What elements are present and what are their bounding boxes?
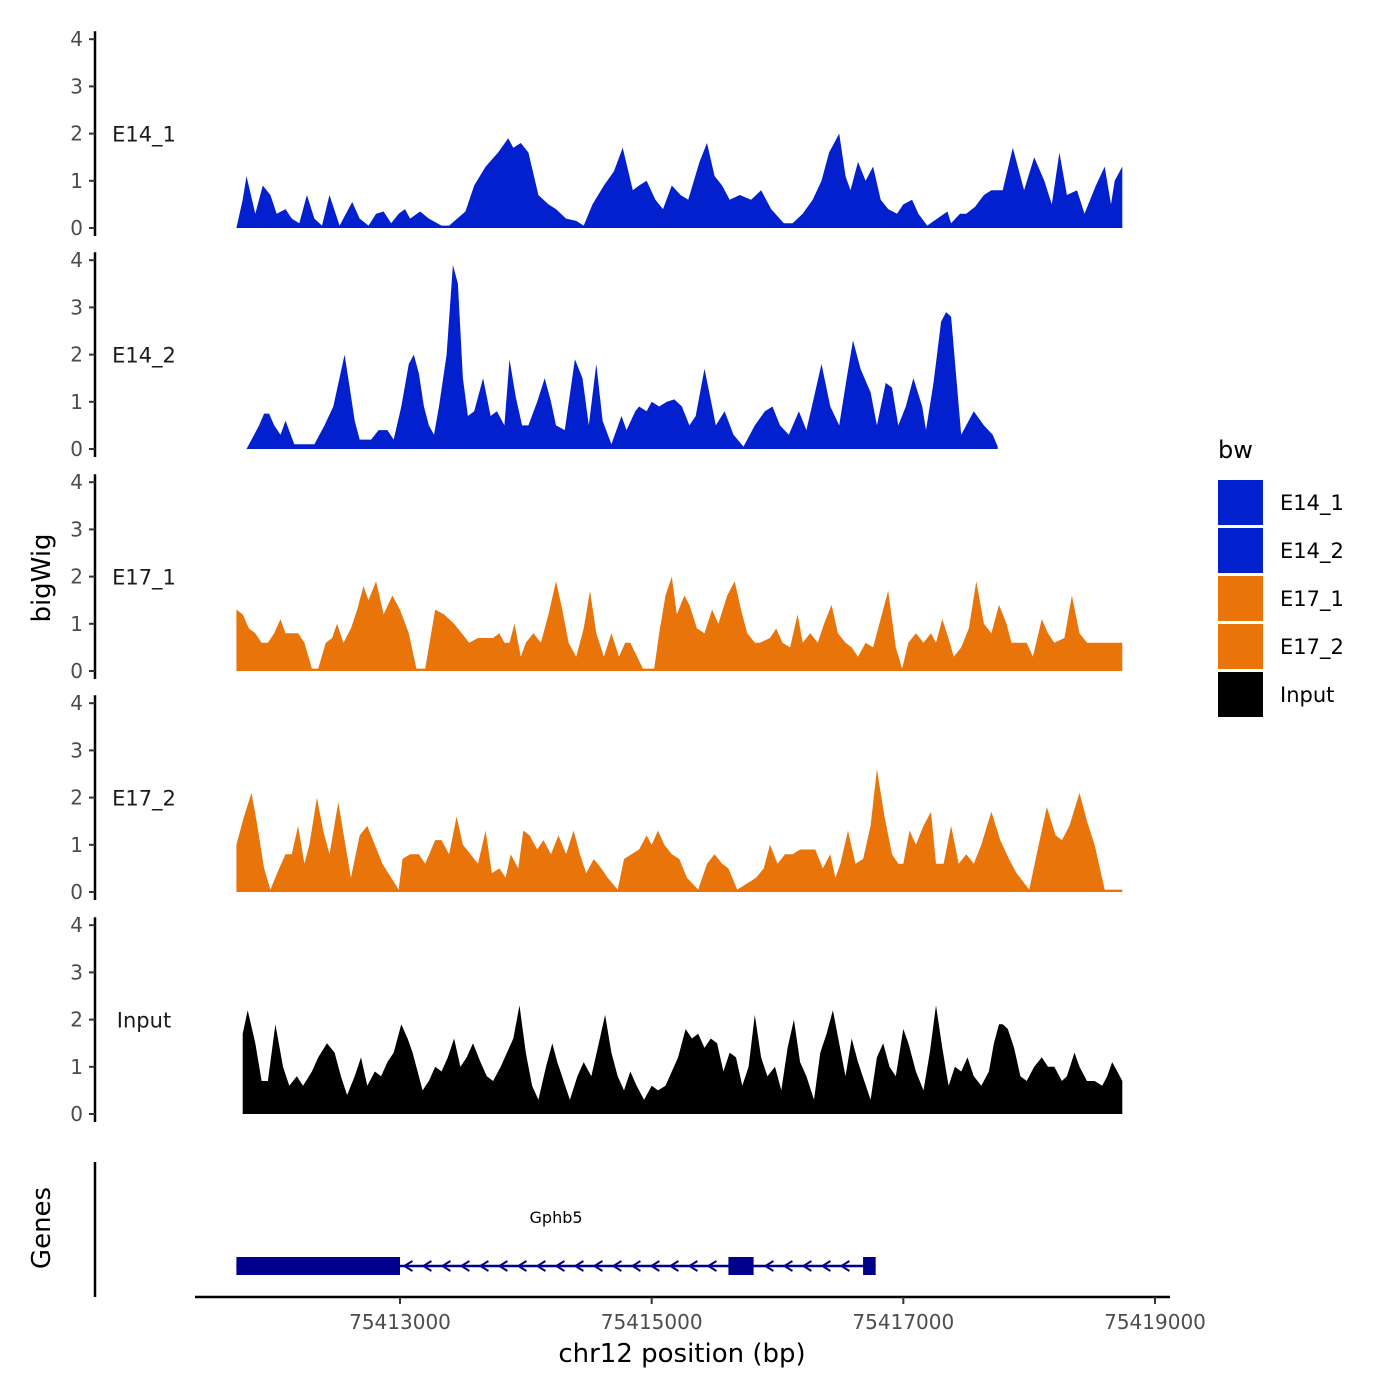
genes-axis-title: Genes — [27, 1187, 57, 1269]
strand-arrow — [611, 1260, 622, 1272]
strand-arrow — [535, 1260, 546, 1272]
x-tick-label: 75419000 — [1104, 1310, 1206, 1334]
strand-arrow — [478, 1260, 489, 1272]
y-tick-label: 3 — [70, 738, 83, 762]
legend-swatch-Input — [1218, 672, 1263, 717]
strand-arrow — [554, 1260, 565, 1272]
y-axis-title: bigWig — [27, 533, 57, 622]
legend-label-E17_2: E17_2 — [1280, 635, 1344, 660]
area-Input — [242, 1005, 1123, 1114]
legend-swatch-E17_2 — [1218, 624, 1263, 669]
strand-arrow — [782, 1260, 793, 1272]
track-E14_1: 0 1 2 3 4 E14_1 — [70, 27, 1123, 240]
y-tick-label: 3 — [70, 74, 83, 98]
strand-arrow — [440, 1260, 451, 1272]
strand-arrow — [516, 1260, 527, 1272]
tracks-layer: 0 1 2 3 4 E14_1 0 1 2 3 4 E14_2 0 1 2 3 4 E17_1 0 1 2 3 4 E17_2… — [70, 27, 1123, 1126]
track-E17_1: 0 1 2 3 4 E17_1 — [70, 470, 1123, 683]
track-label-E14_1: E14_1 — [112, 123, 176, 148]
y-tick-label: 4 — [70, 248, 83, 272]
y-tick-label: 0 — [70, 880, 83, 904]
genes-layer: Gphb5 — [93, 1162, 876, 1297]
track-label-E14_2: E14_2 — [112, 344, 176, 369]
y-tick-label: 2 — [70, 786, 83, 810]
y-tick-label: 4 — [70, 913, 83, 937]
y-tick-label: 1 — [70, 833, 83, 857]
y-tick-label: 2 — [70, 343, 83, 367]
gene-Gphb5: Gphb5 — [236, 1208, 876, 1275]
strand-arrow — [706, 1260, 717, 1272]
strand-arrow — [459, 1260, 470, 1272]
track-label-E17_2: E17_2 — [112, 787, 176, 812]
track-label-Input: Input — [117, 1009, 171, 1033]
y-tick-label: 3 — [70, 517, 83, 541]
y-tick-label: 2 — [70, 122, 83, 146]
y-tick-label: 1 — [70, 612, 83, 636]
strand-arrow — [402, 1260, 413, 1272]
y-tick-label: 3 — [70, 960, 83, 984]
area-E17_2 — [236, 769, 1123, 892]
y-tick-label: 0 — [70, 216, 83, 240]
y-tick-label: 0 — [70, 437, 83, 461]
strand-arrow — [668, 1260, 679, 1272]
gene-exon — [863, 1257, 876, 1275]
strand-arrow — [839, 1260, 850, 1272]
gene-exon — [236, 1257, 400, 1275]
strand-arrow — [649, 1260, 660, 1272]
y-tick-label: 2 — [70, 1008, 83, 1032]
area-E14_2 — [246, 264, 998, 449]
strand-arrow — [687, 1260, 698, 1272]
strand-arrow — [497, 1260, 508, 1272]
x-axis: 75413000 75415000 75417000 75419000 — [195, 1295, 1206, 1334]
area-E17_1 — [236, 576, 1123, 671]
legend-swatch-E14_2 — [1218, 528, 1263, 573]
y-tick-label: 0 — [70, 659, 83, 683]
track-E17_2: 0 1 2 3 4 E17_2 — [70, 691, 1123, 904]
strand-arrow — [630, 1260, 641, 1272]
legend-label-E14_1: E14_1 — [1280, 491, 1344, 516]
y-tick-label: 1 — [70, 169, 83, 193]
track-E14_2: 0 1 2 3 4 E14_2 — [70, 248, 998, 461]
y-tick-label: 1 — [70, 390, 83, 414]
legend: bw E14_1 E14_2 E17_1 E17_2 Input — [1218, 436, 1344, 717]
strand-arrow — [763, 1260, 774, 1272]
legend-label-E14_2: E14_2 — [1280, 539, 1344, 564]
y-tick-label: 0 — [70, 1102, 83, 1126]
y-tick-label: 3 — [70, 295, 83, 319]
legend-label-Input: Input — [1280, 683, 1334, 707]
x-tick-label: 75417000 — [852, 1310, 954, 1334]
track-Input: 0 1 2 3 4 Input — [70, 913, 1123, 1126]
gene-label: Gphb5 — [530, 1208, 583, 1227]
legend-swatch-E17_1 — [1218, 576, 1263, 621]
y-tick-label: 4 — [70, 470, 83, 494]
x-tick-label: 75413000 — [349, 1310, 451, 1334]
track-label-E17_1: E17_1 — [112, 566, 176, 591]
area-E14_1 — [236, 133, 1123, 228]
legend-title: bw — [1218, 436, 1253, 464]
strand-arrow — [592, 1260, 603, 1272]
strand-arrow — [421, 1260, 432, 1272]
y-tick-label: 2 — [70, 565, 83, 589]
x-axis-title: chr12 position (bp) — [558, 1339, 805, 1369]
y-tick-label: 4 — [70, 27, 83, 51]
legend-swatch-E14_1 — [1218, 480, 1263, 525]
legend-label-E17_1: E17_1 — [1280, 587, 1344, 612]
strand-arrow — [573, 1260, 584, 1272]
strand-arrow — [801, 1260, 812, 1272]
x-tick-label: 75415000 — [601, 1310, 703, 1334]
y-tick-label: 4 — [70, 691, 83, 715]
y-tick-label: 1 — [70, 1055, 83, 1079]
strand-arrow — [820, 1260, 831, 1272]
gene-exon — [728, 1257, 754, 1275]
